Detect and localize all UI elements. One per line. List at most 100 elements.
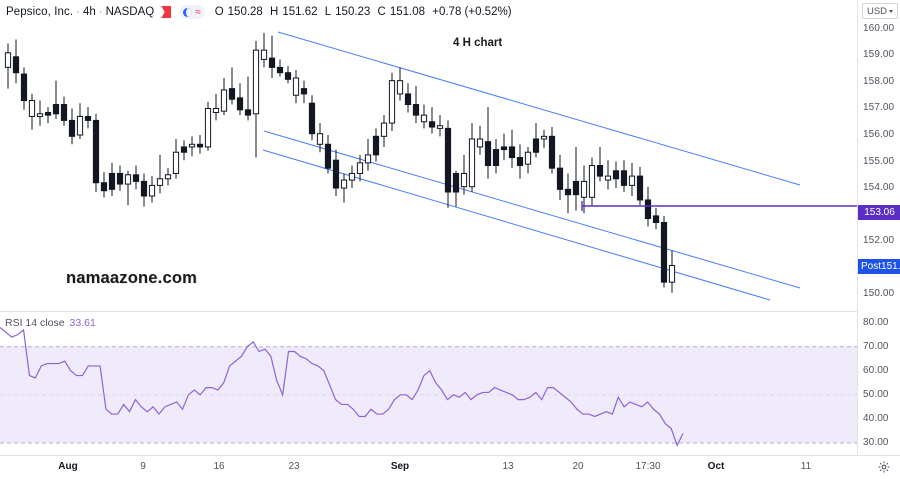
candle-body (4, 52, 12, 68)
channel-mid[interactable] (263, 130, 801, 289)
change-value: +0.78 (+0.52%) (432, 6, 512, 18)
candle-body (300, 88, 308, 95)
candle-body (668, 264, 676, 283)
candle-body (356, 162, 364, 174)
candle-body (540, 135, 548, 140)
candle-body (636, 175, 644, 201)
time-axis-label: 16 (213, 461, 225, 472)
post-market-tag: Post (861, 261, 882, 273)
candle-body (212, 107, 220, 113)
price-chart-pane[interactable] (0, 21, 857, 310)
candle-body (140, 180, 148, 197)
red-flag-icon (161, 6, 172, 18)
candle-body (620, 170, 628, 186)
price-tick: 157.00 (863, 102, 895, 114)
candle-body (588, 165, 596, 198)
timeframe-label[interactable]: 4h (82, 6, 96, 18)
candle-body (572, 180, 580, 196)
candle-body (596, 165, 604, 177)
time-axis-label: Oct (707, 461, 725, 472)
candle-body (340, 179, 348, 189)
close-label: C (377, 6, 386, 18)
time-axis-label: 23 (288, 461, 300, 472)
candle-body (156, 178, 164, 186)
rsi-tick: 50.00 (863, 388, 889, 400)
time-axis-label: 11 (800, 461, 812, 472)
candle-body (52, 104, 60, 115)
candle-body (268, 57, 276, 68)
candle-body (364, 154, 372, 164)
low-value: 150.23 (335, 6, 371, 18)
channel-lower[interactable] (262, 149, 771, 301)
candle-body (492, 149, 500, 166)
trendline-group[interactable] (262, 31, 801, 301)
candle-body (372, 135, 380, 156)
candle-body (628, 175, 636, 186)
candle-body (420, 114, 428, 123)
rsi-gridlines (0, 346, 857, 444)
level-price-badge[interactable]: 153.06 (858, 205, 900, 221)
candle-body (132, 174, 140, 182)
horizontal-price-line[interactable] (581, 201, 857, 211)
candle-body (460, 172, 468, 188)
candle-body (452, 172, 460, 193)
candle-body (260, 49, 268, 60)
candle-body (100, 182, 108, 192)
candle-body (388, 80, 396, 124)
currency-unit-label: USD (866, 5, 888, 17)
candle-body (92, 119, 100, 184)
rsi-legend[interactable]: RSI 14 close 33.61 (5, 317, 96, 329)
candle-body (508, 146, 516, 159)
close-value: 151.08 (389, 6, 426, 18)
gear-icon[interactable] (877, 460, 891, 474)
candle-body (556, 167, 564, 190)
candle-body (68, 119, 76, 137)
price-tick: 155.00 (863, 155, 895, 167)
rsi-tick: 70.00 (863, 340, 889, 352)
open-label: O (214, 6, 224, 18)
pane-divider[interactable] (0, 311, 857, 312)
candle-body (548, 135, 556, 169)
low-label: L (324, 6, 332, 18)
candle-body (308, 102, 316, 135)
high-label: H (270, 6, 279, 18)
time-axis-divider (0, 455, 900, 456)
rsi-svg (0, 326, 857, 447)
time-axis-label: Aug (58, 461, 78, 472)
rsi-tick: 30.00 (863, 436, 889, 448)
time-axis[interactable]: Aug 9 16 23 Sep 13 20 17:30 Oct 11 (0, 456, 900, 478)
price-tick: 150.00 (863, 288, 895, 300)
symbol-name[interactable]: Pepsico, Inc. (6, 6, 74, 18)
price-tick: 160.00 (863, 22, 895, 34)
candle-body (404, 93, 412, 106)
candle-body (204, 107, 212, 148)
candle-body (292, 77, 300, 96)
candle-body (124, 174, 132, 185)
candle-body (612, 170, 620, 180)
rsi-chart-pane[interactable] (0, 313, 857, 455)
candle-body (604, 175, 612, 181)
rsi-legend-title: RSI 14 close (5, 317, 65, 329)
post-market-badge[interactable]: Post 151.05 (858, 259, 900, 275)
candle-body (516, 157, 524, 166)
candle-body (524, 151, 532, 165)
candle-group (4, 32, 676, 293)
candle-body (172, 151, 180, 174)
candle-body (188, 143, 196, 148)
candle-body (332, 159, 340, 189)
exchange-label[interactable]: NASDAQ (105, 6, 155, 18)
price-scale[interactable]: USD 160.00 159.00 158.00 157.00 156.00 155.00… (857, 0, 900, 455)
currency-unit-button[interactable]: USD (862, 3, 898, 19)
chevron-down-icon (889, 9, 894, 13)
price-tick: 152.00 (863, 235, 895, 247)
candle-body (220, 89, 228, 112)
session-status-pill[interactable]: ≈ (179, 5, 205, 19)
channel-upper[interactable] (277, 31, 801, 186)
rsi-line (0, 326, 684, 447)
price-tick: 156.00 (863, 129, 895, 140)
high-value: 151.62 (282, 6, 318, 18)
chart-note-annotation: 4 H chart (453, 37, 503, 49)
candle-body (228, 88, 236, 100)
rsi-tick: 60.00 (863, 364, 889, 376)
